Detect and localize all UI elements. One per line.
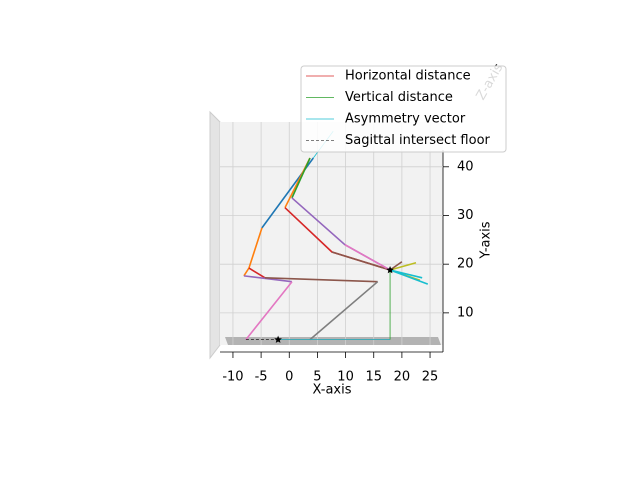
skeleton-line — [245, 244, 391, 341]
y-tick-label: 10 — [457, 305, 474, 320]
x-tick-label: -5 — [255, 370, 268, 385]
y-tick-label: 40 — [457, 159, 474, 174]
floor-plane — [225, 337, 441, 345]
x-tick-label: 25 — [422, 370, 439, 385]
x-axis-label: X-axis — [313, 383, 352, 398]
x-tick-label: 10 — [337, 370, 354, 385]
y-axis-label: Y-axis — [479, 221, 494, 259]
plot: -10 -5 0 5 10 15 20 25 10 20 30 40 — [220, 122, 474, 385]
skeleton-line — [291, 157, 311, 199]
x-tick-label: 5 — [313, 370, 321, 385]
star-marker — [386, 266, 394, 274]
x-tick-label: -10 — [222, 370, 243, 385]
legend-box — [300, 65, 507, 153]
skeleton-line — [389, 269, 429, 285]
legend-label: Horizontal distance — [345, 69, 471, 84]
x-tick-label: 0 — [285, 370, 293, 385]
x-tick-label: 20 — [394, 370, 411, 385]
star-marker — [274, 335, 282, 343]
side-pane — [209, 110, 221, 360]
legend-label: Asymmetry vector — [345, 112, 466, 127]
legend-label: Vertical distance — [345, 90, 453, 105]
skeleton-line — [309, 281, 379, 341]
legend: Horizontal distance Vertical distance Asym… — [300, 65, 507, 153]
y-tick-label: 20 — [457, 257, 474, 272]
x-tick-label: 15 — [365, 370, 382, 385]
legend-label: Sagittal intersect floor — [345, 133, 491, 148]
y-tick-label: 30 — [457, 208, 474, 223]
